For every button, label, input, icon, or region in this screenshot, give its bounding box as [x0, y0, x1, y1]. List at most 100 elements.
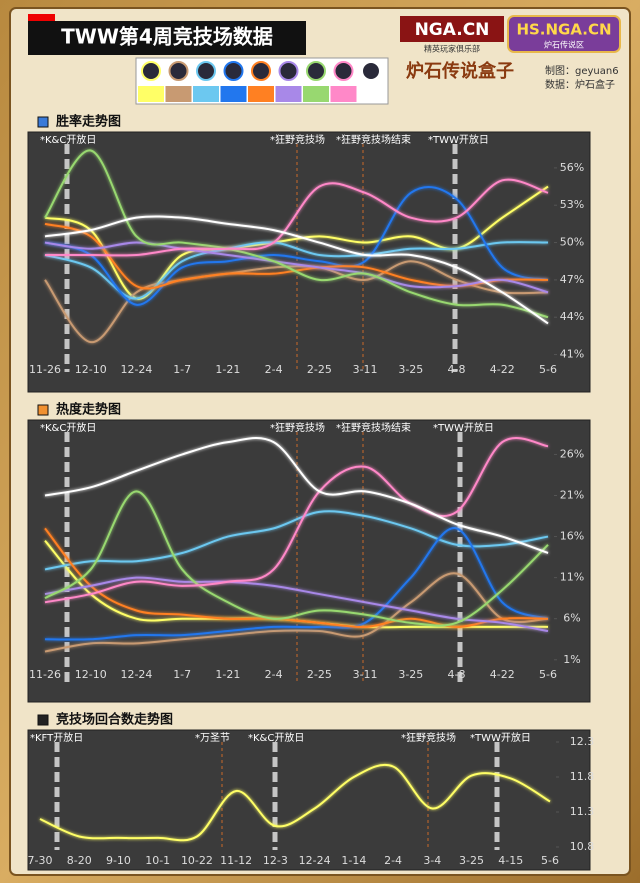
y-tick-label: 16%	[560, 530, 584, 543]
series-line	[44, 241, 549, 300]
series-line	[44, 437, 549, 604]
legend-icon	[168, 61, 189, 81]
legend-icon	[278, 61, 299, 81]
annotation: *K&C开放日	[40, 133, 96, 146]
legend-swatch	[358, 86, 384, 102]
x-tick-label: 3-11	[353, 363, 378, 376]
legend-swatch	[248, 86, 274, 102]
series-line	[44, 490, 549, 627]
x-tick-label: 2-4	[265, 363, 283, 376]
logo-sub: 精英玩家俱乐部	[424, 44, 480, 54]
series-line	[44, 527, 549, 629]
y-tick-label: 53%	[560, 198, 584, 211]
x-tick-label: 2-25	[307, 668, 332, 681]
y-tick-label: 11%	[560, 571, 584, 584]
x-tick-label: 10-22	[181, 854, 213, 867]
y-tick-label: 6%	[563, 612, 580, 625]
x-tick-label: 4-8	[448, 363, 466, 376]
x-tick-label: 5-6	[539, 363, 557, 376]
series-line	[44, 436, 549, 554]
legend-swatch	[220, 86, 247, 102]
x-tick-label: 12-3	[263, 854, 288, 867]
x-tick-label: 12-10	[75, 668, 107, 681]
y-tick-label: 47%	[560, 273, 584, 286]
legend-icon	[306, 61, 326, 81]
y-tick-label: 56%	[560, 161, 584, 174]
x-tick-label: 11-12	[220, 854, 252, 867]
panel-square	[37, 714, 49, 726]
credit: 数据：炉石盒子	[545, 78, 615, 91]
y-tick-label: 50%	[560, 236, 584, 249]
title-box	[28, 21, 306, 55]
x-tick-label: 7-30	[28, 854, 53, 867]
x-tick-label: 1-7	[173, 363, 191, 376]
legend-icon	[141, 61, 161, 81]
series-line	[45, 178, 549, 257]
series-line	[44, 215, 549, 325]
y-tick-label: 44%	[560, 310, 584, 323]
annotation: *TWW开放日	[470, 731, 531, 744]
x-tick-label: 11-26	[29, 668, 61, 681]
credit: 制图：geyuan6	[545, 64, 619, 77]
legend-swatch	[303, 86, 329, 102]
x-tick-label: 12-24	[299, 854, 331, 867]
legend-icon	[196, 61, 216, 81]
x-tick-label: 8-20	[67, 854, 92, 867]
legend-icon	[251, 61, 271, 81]
legend-swatch	[275, 86, 302, 102]
x-tick-label: 11-26	[29, 363, 61, 376]
y-tick-label: 11.8	[570, 770, 595, 783]
logo-box	[400, 16, 504, 42]
annotation: *K&C开放日	[248, 731, 304, 744]
annotation: *KFT开放日	[30, 731, 83, 744]
annotation: *狂野竞技场结束	[336, 421, 411, 434]
x-tick-label: 4-22	[490, 363, 515, 376]
logo: HS.NGA.CN	[516, 21, 611, 39]
legend-swatch	[138, 86, 164, 102]
annotation: *狂野竞技场结束	[336, 133, 411, 146]
logo-sub: 炉石传说区	[544, 40, 584, 50]
annotation: *TWW开放日	[428, 133, 489, 146]
series-line	[44, 241, 549, 294]
y-tick-label: 21%	[560, 489, 584, 502]
series-line	[44, 572, 549, 653]
panel-title: 胜率走势图	[56, 114, 121, 130]
y-tick-label: 12.3	[570, 735, 595, 748]
x-tick-label: 10-1	[145, 854, 170, 867]
y-tick-label: 41%	[560, 348, 584, 361]
series-line	[39, 763, 551, 842]
x-tick-label: 4-8	[448, 668, 466, 681]
panel-title: 竞技场回合数走势图	[56, 712, 173, 728]
logo: 炉石传说盒子	[406, 60, 514, 82]
panel	[27, 729, 591, 871]
series-line	[44, 185, 549, 306]
legend-swatch	[193, 86, 219, 102]
annotation: *TWW开放日	[433, 421, 494, 434]
x-tick-label: 3-25	[398, 363, 423, 376]
annotation: *狂野竞技场	[270, 421, 325, 434]
x-tick-label: 2-4	[265, 668, 283, 681]
panel-title: 热度走势图	[56, 402, 121, 418]
annotation: *狂野竞技场	[401, 731, 456, 744]
series-line	[44, 149, 549, 319]
annotation: *狂野竞技场	[270, 133, 325, 146]
y-tick-label: 11.3	[570, 805, 595, 818]
x-tick-label: 4-22	[490, 668, 515, 681]
legend-icon	[361, 61, 381, 81]
x-tick-label: 5-6	[541, 854, 559, 867]
series-line	[44, 576, 549, 633]
x-tick-label: 5-6	[539, 668, 557, 681]
annotation: *K&C开放日	[40, 421, 96, 434]
series-line	[44, 527, 549, 641]
legend-icon	[333, 61, 354, 81]
x-tick-label: 1-21	[215, 668, 240, 681]
logo: NGA.CN	[415, 20, 490, 40]
x-tick-label: 3-25	[398, 668, 423, 681]
y-tick-label: 26%	[560, 447, 584, 460]
x-tick-label: 1-7	[173, 668, 191, 681]
legend-swatch	[165, 86, 192, 102]
y-tick-label: 10.8	[570, 840, 595, 853]
x-tick-label: 2-25	[307, 363, 332, 376]
y-tick-label: 1%	[563, 653, 580, 666]
